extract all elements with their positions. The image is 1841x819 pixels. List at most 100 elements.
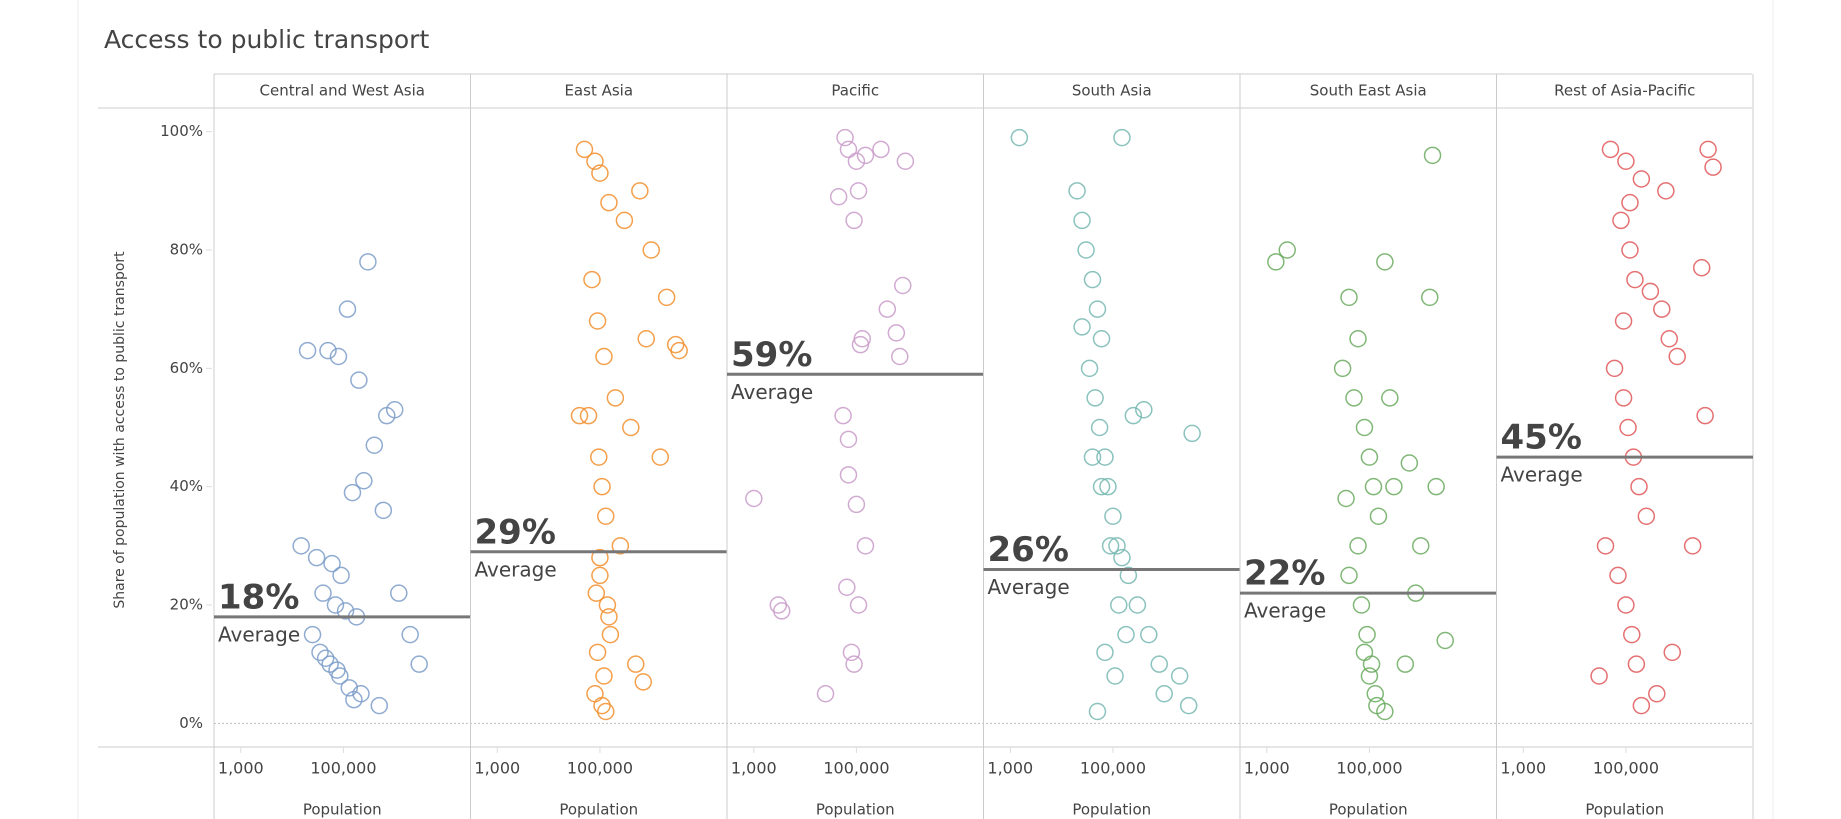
y-tick-label: 20% <box>170 596 203 614</box>
point <box>1648 685 1666 703</box>
average-label: 59% <box>731 335 812 375</box>
point <box>1077 241 1095 259</box>
point <box>1436 631 1454 650</box>
point <box>1376 253 1394 271</box>
point <box>849 182 868 200</box>
point <box>326 596 345 614</box>
point <box>593 477 611 496</box>
point <box>591 566 609 585</box>
point <box>1337 489 1355 508</box>
point <box>345 690 363 709</box>
point <box>1411 537 1430 555</box>
point <box>839 140 858 159</box>
point <box>1421 288 1439 307</box>
point <box>1135 401 1153 419</box>
y-tick-label: 0% <box>179 714 203 732</box>
point <box>316 649 335 667</box>
point <box>1627 655 1646 673</box>
point <box>1124 406 1143 425</box>
point <box>1369 507 1388 525</box>
point <box>1396 655 1415 673</box>
point <box>745 489 763 508</box>
point <box>1609 566 1627 585</box>
point <box>856 146 875 165</box>
point <box>597 702 615 721</box>
point <box>836 128 854 147</box>
point <box>1068 182 1086 200</box>
panel-header: East Asia <box>564 82 633 100</box>
point <box>355 472 373 490</box>
point <box>829 188 848 206</box>
point <box>579 406 598 425</box>
point <box>1119 566 1138 585</box>
point <box>1617 152 1635 170</box>
point <box>1660 330 1679 348</box>
point <box>591 164 609 182</box>
point <box>666 335 685 354</box>
point <box>1637 507 1656 525</box>
point <box>1128 596 1147 614</box>
point <box>1267 253 1285 271</box>
point <box>598 596 617 614</box>
point <box>307 548 326 567</box>
point <box>401 625 419 644</box>
average-label: 45% <box>1501 418 1582 458</box>
y-tick-label: 40% <box>170 477 203 495</box>
point <box>891 347 909 366</box>
x-tick-label: 100,000 <box>310 759 376 778</box>
point <box>1278 241 1296 259</box>
point <box>1617 596 1635 614</box>
point <box>601 625 620 644</box>
point <box>1073 318 1091 336</box>
x-axis-label: Population <box>1072 801 1151 819</box>
point <box>374 501 393 520</box>
point <box>1092 477 1111 496</box>
point <box>1653 300 1671 318</box>
point <box>1352 596 1371 614</box>
point <box>321 655 339 673</box>
point <box>642 241 660 259</box>
average-label: 22% <box>1244 554 1325 594</box>
point <box>390 584 408 602</box>
point <box>597 507 615 525</box>
x-tick-label: 1,000 <box>218 759 264 778</box>
point <box>769 596 788 614</box>
point <box>845 211 863 230</box>
x-tick-label: 1,000 <box>474 759 520 778</box>
x-tick-label: 100,000 <box>567 759 633 778</box>
point <box>1641 282 1660 301</box>
point <box>588 312 607 330</box>
point <box>1699 140 1717 159</box>
point <box>359 253 377 271</box>
point <box>622 418 640 437</box>
point <box>1080 359 1099 378</box>
point <box>1590 667 1608 685</box>
point <box>878 300 897 318</box>
point <box>1364 477 1383 496</box>
point <box>1101 537 1120 555</box>
panel-header: South Asia <box>1072 82 1152 100</box>
point <box>595 347 613 366</box>
point <box>1333 359 1352 378</box>
point <box>583 270 601 289</box>
point <box>847 495 866 514</box>
point <box>1110 596 1128 614</box>
point <box>1108 537 1126 555</box>
y-tick-label: 60% <box>170 359 203 377</box>
point <box>1668 347 1686 366</box>
point <box>849 596 868 614</box>
point <box>588 643 607 662</box>
point <box>896 152 915 170</box>
point <box>343 483 362 502</box>
point <box>838 578 856 596</box>
point <box>887 324 906 342</box>
point <box>1083 448 1102 466</box>
point <box>1360 667 1379 685</box>
point <box>340 679 359 697</box>
point <box>385 401 404 419</box>
point <box>1696 406 1714 425</box>
point <box>1621 193 1639 212</box>
point <box>856 537 875 555</box>
x-axis-label: Population <box>1329 801 1408 819</box>
